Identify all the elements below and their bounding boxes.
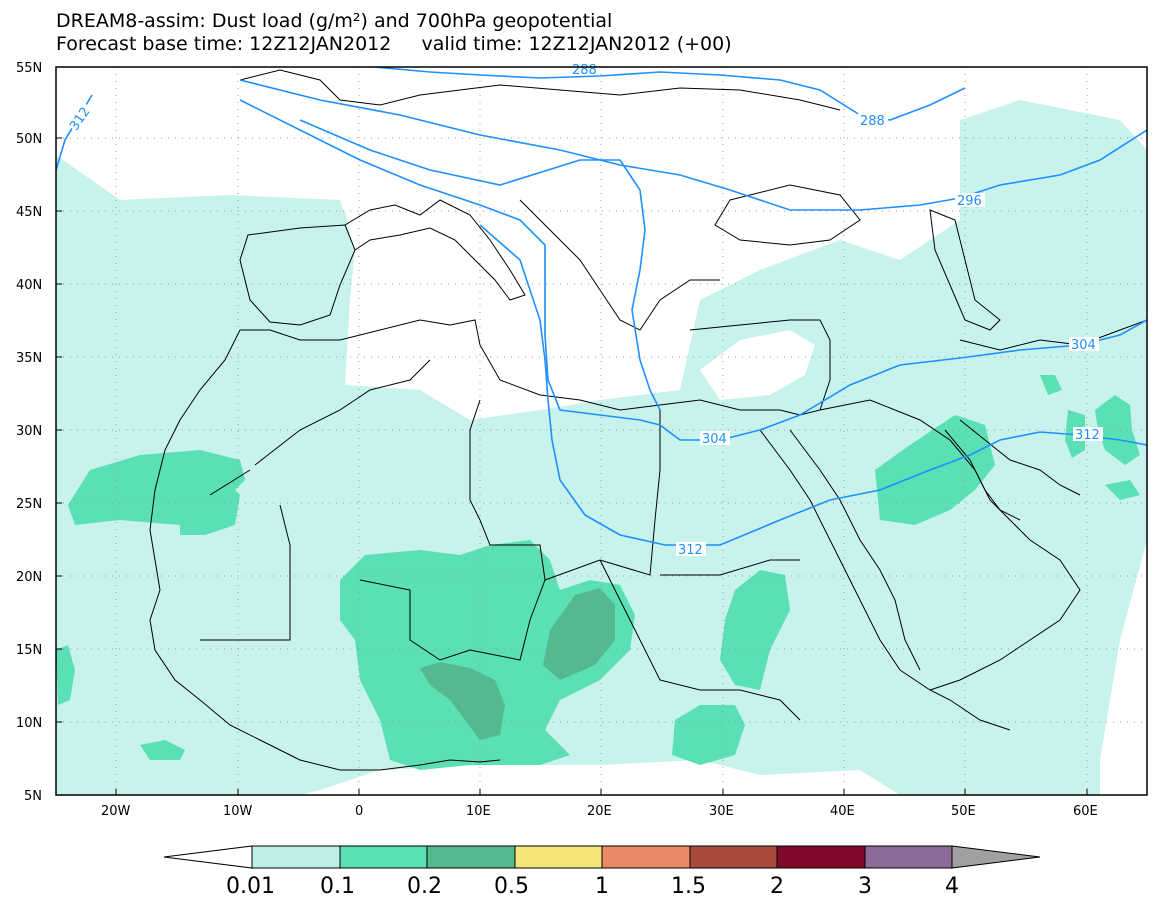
colorbar-swatch: [514, 845, 603, 869]
lon-label: 0: [355, 804, 363, 819]
lon-label: 40E: [830, 804, 855, 819]
contour-label: 288: [860, 114, 885, 129]
lon-axis: 20W 10W 0 10E 20E 30E 40E 50E 60E: [101, 789, 1098, 819]
colorbar-swatch: [776, 845, 866, 869]
lon-label: 10E: [466, 804, 491, 819]
map-title: DREAM8-assim: Dust load (g/m²) and 700hP…: [56, 10, 613, 32]
contour-label: 312: [1075, 428, 1100, 443]
colorbar-swatch: [339, 845, 428, 869]
lat-label: 35N: [16, 351, 42, 366]
lat-label: 50N: [16, 132, 42, 147]
colorbar: 0.01 0.1 0.2 0.5 1 1.5 2 3 4: [163, 845, 1041, 899]
colorbar-label: 0.1: [320, 874, 355, 899]
lon-label: 10W: [223, 804, 253, 819]
coastlines: [149, 69, 1147, 771]
contour-labels: 312 288 288 296 304 312 304 312: [66, 63, 1103, 558]
dust-region-low-cyprus: [700, 330, 815, 400]
lat-label: 20N: [16, 570, 42, 585]
map-subtitle: Forecast base time: 12Z12JAN2012 valid t…: [56, 33, 732, 55]
colorbar-label: 1.5: [671, 874, 706, 899]
geopotential-contours: [56, 67, 1147, 546]
dust-region-low-nw: [170, 210, 350, 250]
lat-label: 55N: [16, 61, 42, 76]
lat-label: 5N: [24, 789, 42, 804]
colorbar-swatch: [251, 845, 341, 869]
contour-label: 304: [1071, 338, 1096, 353]
dust-region-mid-iran2: [1040, 375, 1062, 395]
colorbar-label: 0.01: [226, 874, 275, 899]
lon-label: 50E: [951, 804, 976, 819]
lat-label: 30N: [16, 424, 42, 439]
lat-axis: 55N 50N 45N 40N 35N 30N 25N 20N 15N 10N …: [16, 61, 62, 804]
lat-label: 45N: [16, 205, 42, 220]
colorbar-swatch: [689, 845, 778, 869]
dust-region-mid-iran: [1095, 395, 1140, 465]
dust-region-mid-senegal: [140, 740, 185, 760]
lon-label: 60E: [1073, 804, 1098, 819]
lon-label: 30E: [709, 804, 734, 819]
colorbar-swatch: [601, 845, 691, 869]
dust-region-mid-westafrica-coast: [180, 480, 240, 535]
colorbar-swatch: [426, 845, 516, 869]
contour-312-south: [479, 224, 1147, 546]
dust-region-mid-sahel: [340, 540, 635, 770]
dust-region-mid-mauritania: [56, 645, 75, 705]
lat-label: 10N: [16, 716, 42, 731]
lon-label: 20E: [587, 804, 612, 819]
contour-label: 288: [572, 63, 597, 78]
dust-region-low: [56, 100, 1147, 795]
contour-288: [374, 67, 966, 121]
colorbar-label: 2: [770, 874, 784, 899]
contour-304: [239, 99, 1147, 441]
colorbar-label: 0.5: [494, 874, 529, 899]
contour-label: 296: [957, 194, 982, 209]
contour-296: [239, 79, 1147, 211]
colorbar-swatch: [864, 845, 953, 869]
dust-region-mid-arabia: [875, 415, 995, 525]
lat-label: 40N: [16, 278, 42, 293]
dust-region-high-chad: [543, 588, 615, 680]
dust-region-mid-southsudan: [672, 705, 745, 765]
contour-312: [299, 119, 661, 411]
colorbar-label: 1: [595, 874, 609, 899]
contour-label: 304: [702, 432, 727, 447]
lat-label: 25N: [16, 497, 42, 512]
colorbar-label: 4: [945, 874, 959, 899]
lat-label: 15N: [16, 643, 42, 658]
contour-label: 312: [678, 543, 703, 558]
dust-region-high-niger: [420, 662, 505, 740]
colorbar-arrow-left: [163, 845, 253, 869]
colorbar-arrow-right: [951, 845, 1041, 869]
colorbar-label: 0.2: [407, 874, 442, 899]
dust-region-mid-sudan: [720, 570, 790, 690]
dust-region-mid-oman: [1105, 480, 1140, 500]
colorbar-label: 3: [858, 874, 872, 899]
lon-label: 20W: [101, 804, 131, 819]
